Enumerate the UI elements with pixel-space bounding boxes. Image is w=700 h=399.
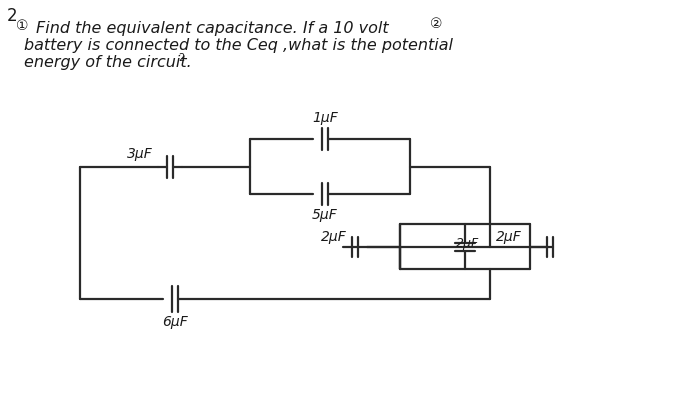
Text: 5μF: 5μF <box>312 208 338 222</box>
Text: energy of the circuit.: energy of the circuit. <box>24 55 192 70</box>
Text: 1μF: 1μF <box>312 111 338 125</box>
Text: ①: ① <box>16 19 29 33</box>
Text: Find the equivalent capacitance. If a 10 volt: Find the equivalent capacitance. If a 10… <box>36 21 388 36</box>
Text: battery is connected to the Ceq ,what is the potential: battery is connected to the Ceq ,what is… <box>24 38 453 53</box>
Text: 2μF: 2μF <box>321 229 347 243</box>
Text: 2μF: 2μF <box>456 237 480 249</box>
Text: 3μF: 3μF <box>127 147 153 161</box>
Text: 2: 2 <box>7 7 18 25</box>
Text: 2μF: 2μF <box>496 229 522 243</box>
Text: 2: 2 <box>178 53 184 63</box>
Text: 6μF: 6μF <box>162 315 188 329</box>
Text: ②: ② <box>430 17 442 31</box>
